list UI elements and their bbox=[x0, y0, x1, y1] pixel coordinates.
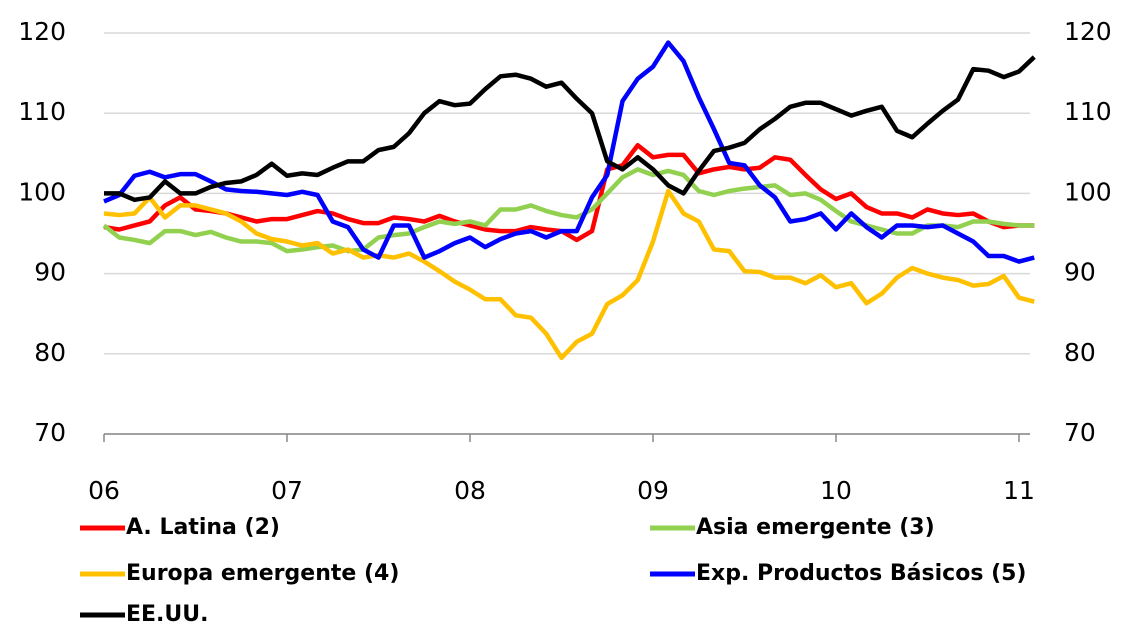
legend-label: EE.UU. bbox=[126, 602, 209, 626]
y2-tick-label: 110 bbox=[1064, 97, 1112, 126]
x-tick-label: 09 bbox=[637, 476, 669, 505]
series-line bbox=[103, 40, 1035, 264]
series-line bbox=[102, 167, 1035, 254]
y-tick-label: 120 bbox=[18, 17, 66, 46]
series-line bbox=[104, 55, 1036, 203]
y2-tick-label: 120 bbox=[1064, 17, 1112, 46]
legend-label: Exp. Productos Básicos (5) bbox=[696, 561, 1026, 586]
y-tick-label: 80 bbox=[34, 338, 66, 367]
x-tick-label: 08 bbox=[454, 476, 486, 505]
legend-label: A. Latina (2) bbox=[126, 515, 280, 540]
y2-tick-label: 100 bbox=[1064, 177, 1112, 206]
series-line bbox=[103, 188, 1035, 361]
y-tick-label: 90 bbox=[34, 258, 66, 287]
x-tick-label: 10 bbox=[820, 476, 852, 505]
legend-label: Europa emergente (4) bbox=[126, 561, 399, 586]
y-tick-label: 100 bbox=[18, 177, 66, 206]
y2-tick-label: 80 bbox=[1064, 338, 1096, 367]
y-tick-label: 70 bbox=[34, 418, 66, 447]
y2-tick-label: 70 bbox=[1064, 418, 1096, 447]
x-tick-label: 11 bbox=[1003, 476, 1035, 505]
x-tick-label: 07 bbox=[271, 476, 303, 505]
x-tick-label: 06 bbox=[88, 476, 120, 505]
series-line bbox=[103, 143, 1035, 243]
y-tick-label: 110 bbox=[18, 97, 66, 126]
y2-tick-label: 90 bbox=[1064, 258, 1096, 287]
legend-label: Asia emergente (3) bbox=[696, 515, 935, 540]
